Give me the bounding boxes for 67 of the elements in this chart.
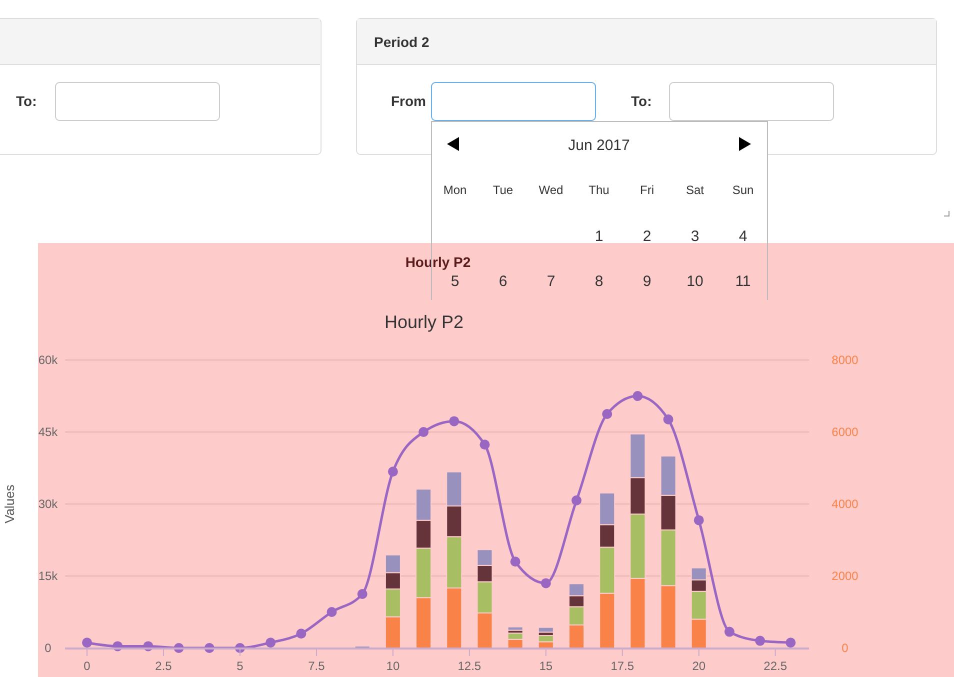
x-tick-label: 17.5 xyxy=(610,659,634,673)
x-tick-label: 5 xyxy=(236,659,244,673)
y-tick-label: 60k xyxy=(38,353,59,367)
y2-tick-label: 0 xyxy=(842,641,849,655)
point xyxy=(480,440,490,450)
point xyxy=(449,416,460,426)
y2-tick-label: 8000 xyxy=(832,353,859,367)
y2-tick-label: 2000 xyxy=(832,569,859,583)
text: 2 xyxy=(642,228,652,245)
text: Thu xyxy=(588,183,610,197)
x-tick-label: 7.5 xyxy=(308,659,326,673)
point xyxy=(755,636,766,646)
text: To: xyxy=(16,93,37,109)
point xyxy=(786,638,796,648)
text: Sat xyxy=(686,183,705,197)
point xyxy=(326,607,337,617)
x-tick-label: 20 xyxy=(692,659,706,673)
point xyxy=(296,628,306,639)
text: Jun 2017 xyxy=(568,137,630,154)
point xyxy=(540,578,551,588)
text: 4 xyxy=(738,228,748,245)
text: 11 xyxy=(735,273,751,290)
chart-title: Hourly P2 xyxy=(384,312,464,332)
text: 9 xyxy=(642,273,652,290)
point xyxy=(510,556,520,567)
x-tick-label: 22.5 xyxy=(764,659,788,673)
point xyxy=(572,495,582,506)
x-tick-label: 0 xyxy=(84,659,91,673)
y-tick-label: 30k xyxy=(38,497,59,511)
y2-tick-label: 6000 xyxy=(832,425,859,439)
point xyxy=(82,638,92,648)
text: 6 xyxy=(498,273,508,290)
point xyxy=(724,626,734,637)
text: Fri xyxy=(640,183,654,197)
y-axis-title: Values xyxy=(2,484,17,524)
point xyxy=(632,391,643,401)
text: 10 xyxy=(686,273,704,290)
x-tick-label: 2.5 xyxy=(155,659,172,673)
point xyxy=(694,515,704,526)
text: Tue xyxy=(492,183,514,197)
point xyxy=(663,414,674,424)
x-tick-label: 15 xyxy=(539,659,553,673)
x-tick-label: 10 xyxy=(386,659,400,673)
text: To: xyxy=(631,93,652,109)
text: From xyxy=(391,93,426,109)
point xyxy=(388,466,398,477)
y-tick-label: 45k xyxy=(38,425,59,439)
y-tick-label: 15k xyxy=(38,569,59,583)
text: 5 xyxy=(450,273,460,290)
point xyxy=(266,638,276,648)
bar xyxy=(507,626,524,631)
text: Period 2 xyxy=(374,34,430,50)
chart-subtitle: Hourly P2 xyxy=(405,254,471,270)
y2-tick-label: 4000 xyxy=(832,497,859,511)
bar xyxy=(538,626,554,633)
text: Mon xyxy=(443,183,467,197)
text: 8 xyxy=(594,273,604,290)
point xyxy=(602,409,612,419)
text: 1 xyxy=(594,228,604,245)
text: 3 xyxy=(690,228,700,245)
point xyxy=(418,427,429,437)
point xyxy=(357,589,368,599)
y-tick-label: 0 xyxy=(44,641,52,655)
text: Sun xyxy=(732,183,754,197)
x-tick-label: 12.5 xyxy=(458,659,482,673)
text: Wed xyxy=(538,183,564,197)
text: 7 xyxy=(546,273,556,290)
